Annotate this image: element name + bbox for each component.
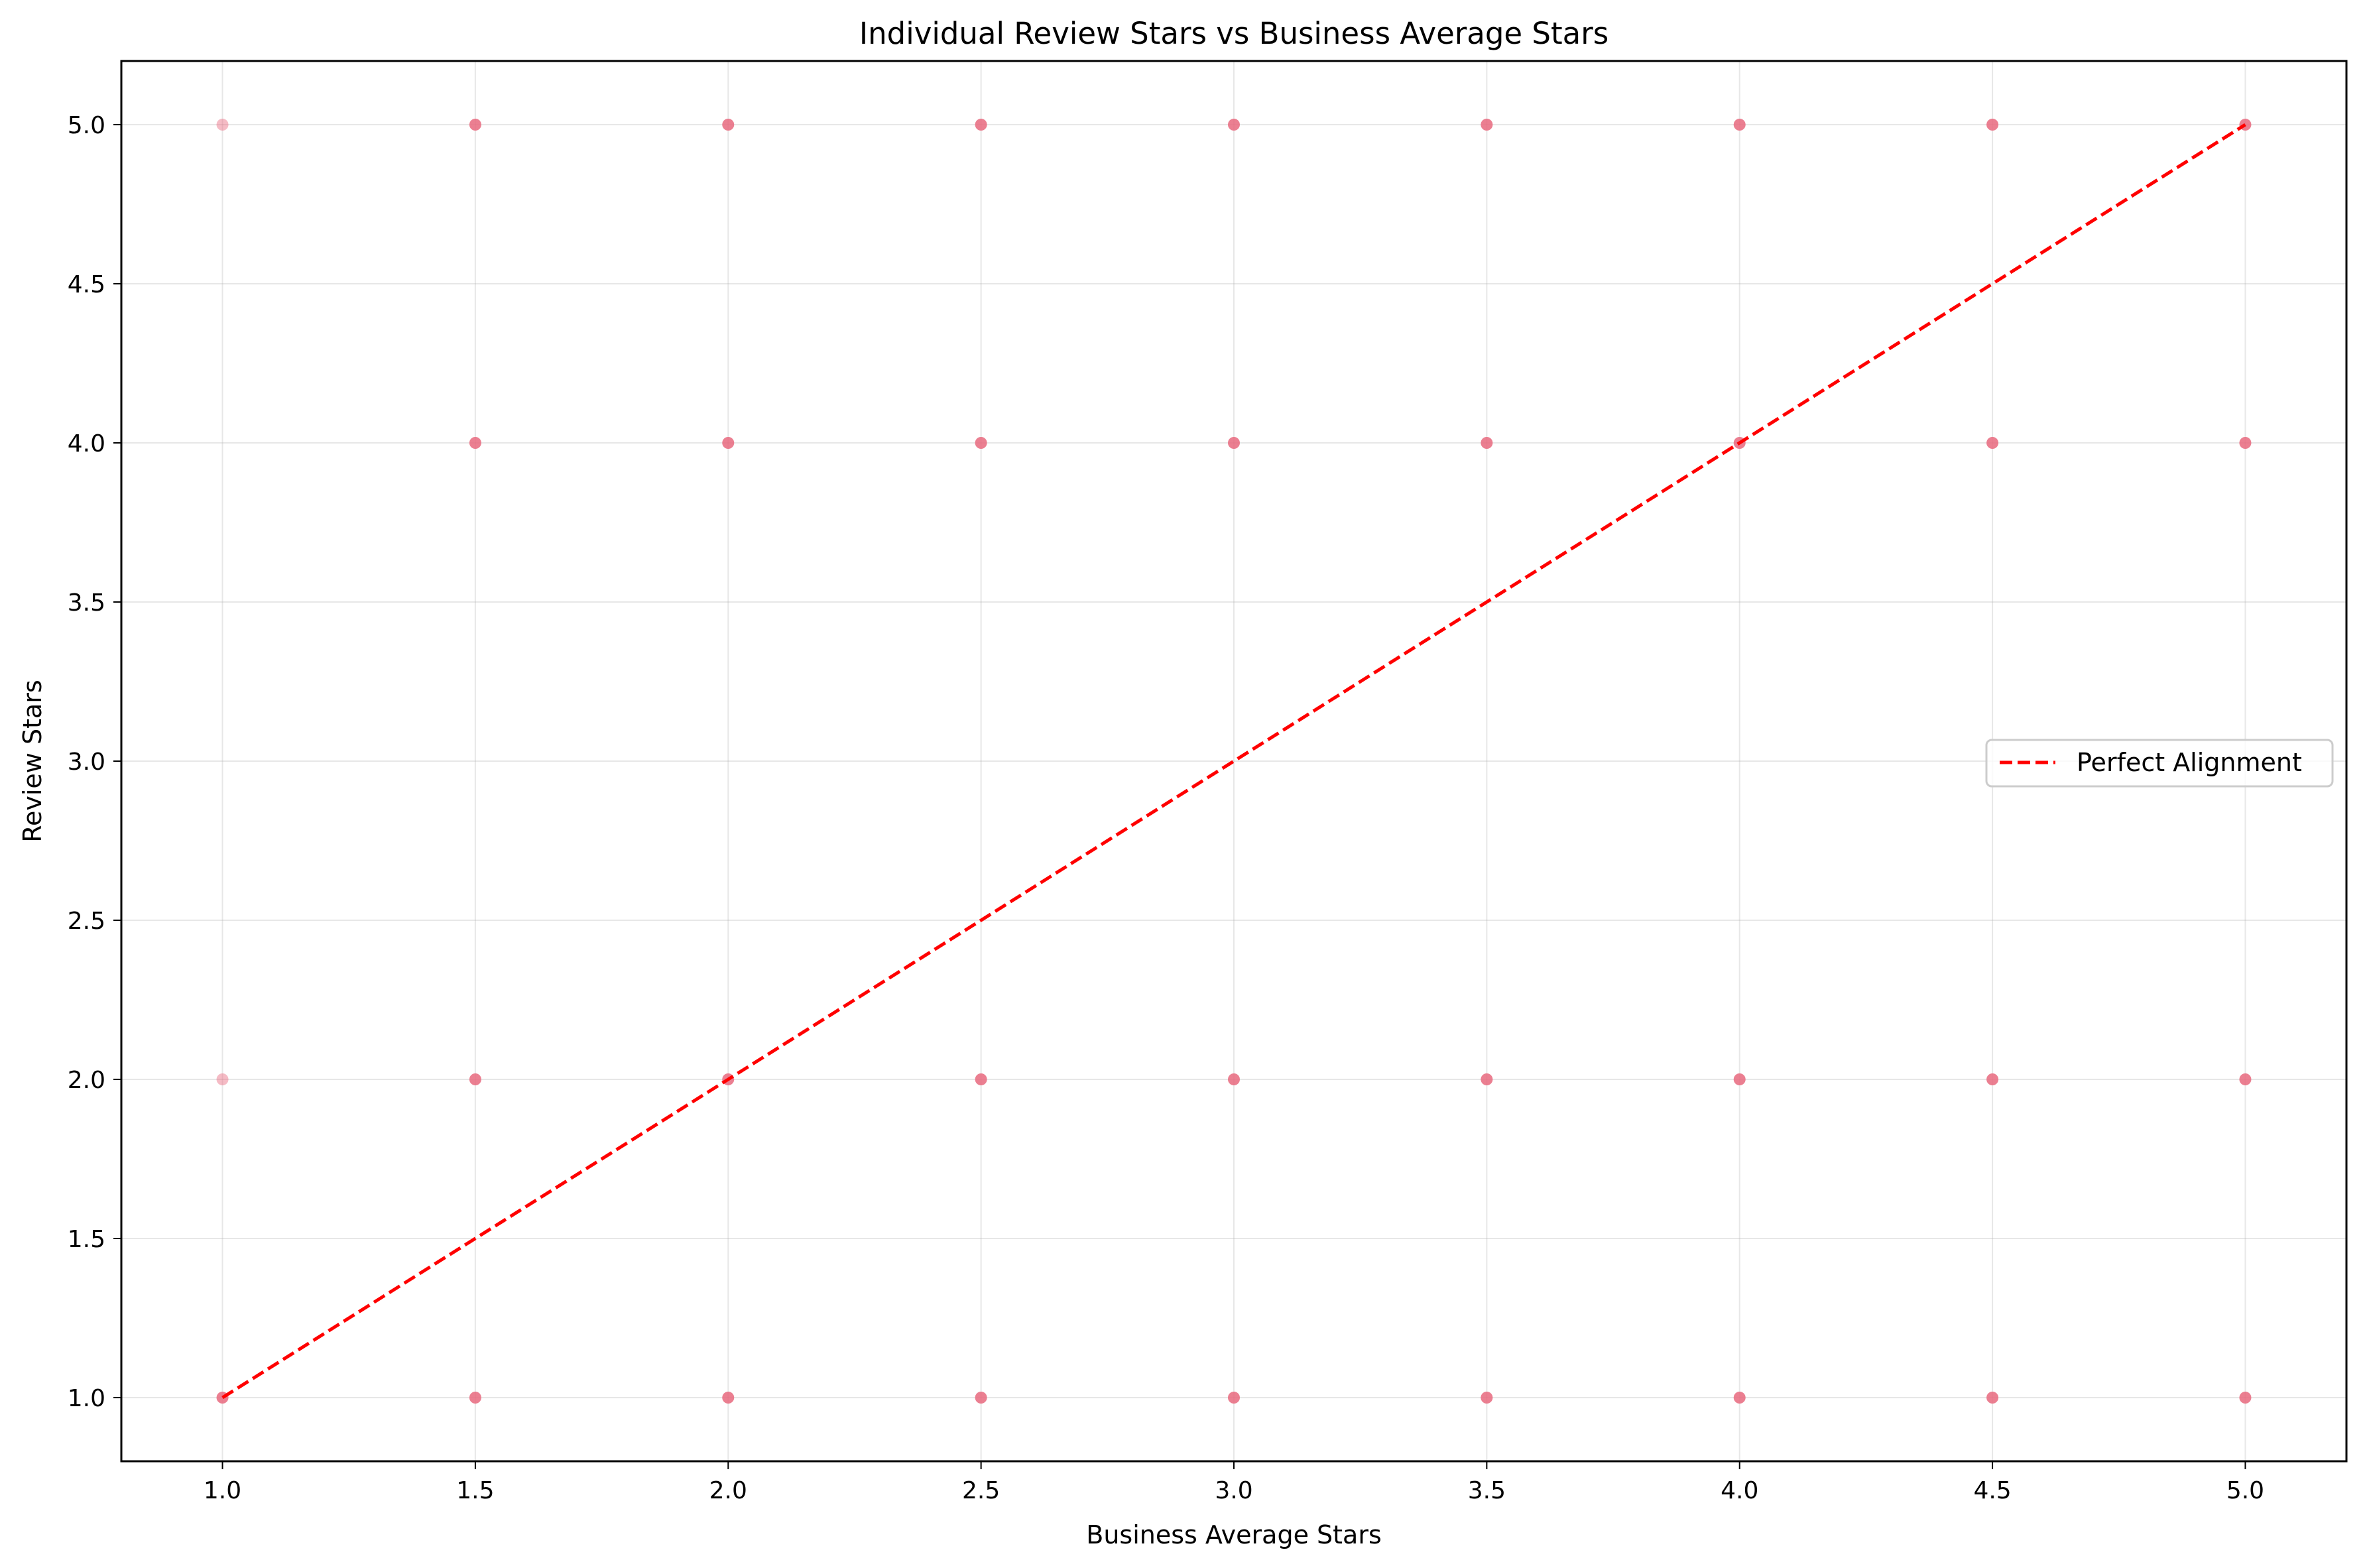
y-tick-label: 3.5 — [68, 589, 105, 617]
scatter-point — [975, 119, 987, 131]
scatter-point — [1986, 437, 1999, 449]
scatter-point — [1986, 119, 1999, 131]
scatter-point — [1481, 1392, 1493, 1404]
scatter-point — [1481, 119, 1493, 131]
chart-title: Individual Review Stars vs Business Aver… — [859, 16, 1608, 51]
y-tick-label: 2.5 — [68, 908, 105, 935]
scatter-point — [1228, 1073, 1240, 1085]
plot-area — [120, 60, 2348, 1463]
scatter-point — [1228, 119, 1240, 131]
legend-label-perfect-alignment: Perfect Alignment — [2077, 748, 2302, 777]
plot-background — [121, 61, 2346, 1461]
y-axis-ticks: 1.0 1.5 2.0 2.5 3.0 3.5 4.0 4.5 5.0 — [68, 112, 121, 1412]
scatter-point — [722, 1392, 735, 1404]
scatter-point — [1481, 437, 1493, 449]
legend-box — [1985, 739, 2334, 788]
scatter-point — [2239, 1392, 2252, 1404]
y-tick-label: 5.0 — [68, 112, 105, 139]
y-tick-label: 2.0 — [68, 1067, 105, 1094]
x-tick-label: 2.0 — [709, 1477, 747, 1504]
legend: Perfect Alignment — [1985, 739, 2334, 788]
scatter-point — [469, 1392, 481, 1404]
scatter-point — [722, 119, 735, 131]
scatter-point — [1228, 1392, 1240, 1404]
scatter-point — [975, 437, 987, 449]
x-tick-label: 4.5 — [1973, 1477, 2011, 1504]
scatter-point — [216, 119, 229, 131]
scatter-point — [1228, 437, 1240, 449]
x-axis-ticks: 1.0 1.5 2.0 2.5 3.0 3.5 4.0 4.5 5.0 — [204, 1461, 2264, 1504]
x-tick-label: 3.5 — [1468, 1477, 1506, 1504]
scatter-point — [975, 1392, 987, 1404]
scatter-point — [469, 437, 481, 449]
x-tick-label: 2.5 — [962, 1477, 1000, 1504]
x-tick-label: 4.0 — [1721, 1477, 1758, 1504]
y-tick-label: 3.0 — [68, 749, 105, 776]
x-tick-label: 1.0 — [204, 1477, 241, 1504]
scatter-point — [1733, 119, 1746, 131]
y-axis-label: Review Stars — [18, 680, 47, 842]
scatter-point — [1481, 1073, 1493, 1085]
scatter-point — [1986, 1392, 1999, 1404]
x-axis-label: Business Average Stars — [1086, 1520, 1382, 1549]
scatter-point — [722, 437, 735, 449]
scatter-point — [2239, 437, 2252, 449]
x-tick-label: 3.0 — [1215, 1477, 1252, 1504]
y-tick-label: 4.0 — [68, 430, 105, 457]
scatter-point — [216, 1073, 229, 1085]
perfect-alignment-line — [221, 123, 2246, 1400]
x-tick-label: 5.0 — [2226, 1477, 2264, 1504]
y-tick-label: 4.5 — [68, 271, 105, 298]
scatter-point — [1733, 1073, 1746, 1085]
y-tick-label: 1.5 — [68, 1226, 105, 1253]
x-tick-label: 1.5 — [456, 1477, 494, 1504]
scatter-point — [975, 1073, 987, 1085]
scatter-point — [469, 1073, 481, 1085]
scatter-point — [1733, 1392, 1746, 1404]
scatter-points — [216, 119, 2252, 1404]
scatter-point — [1986, 1073, 1999, 1085]
y-tick-label: 1.0 — [68, 1385, 105, 1412]
scatter-point — [469, 119, 481, 131]
scatter-point — [2239, 1073, 2252, 1085]
